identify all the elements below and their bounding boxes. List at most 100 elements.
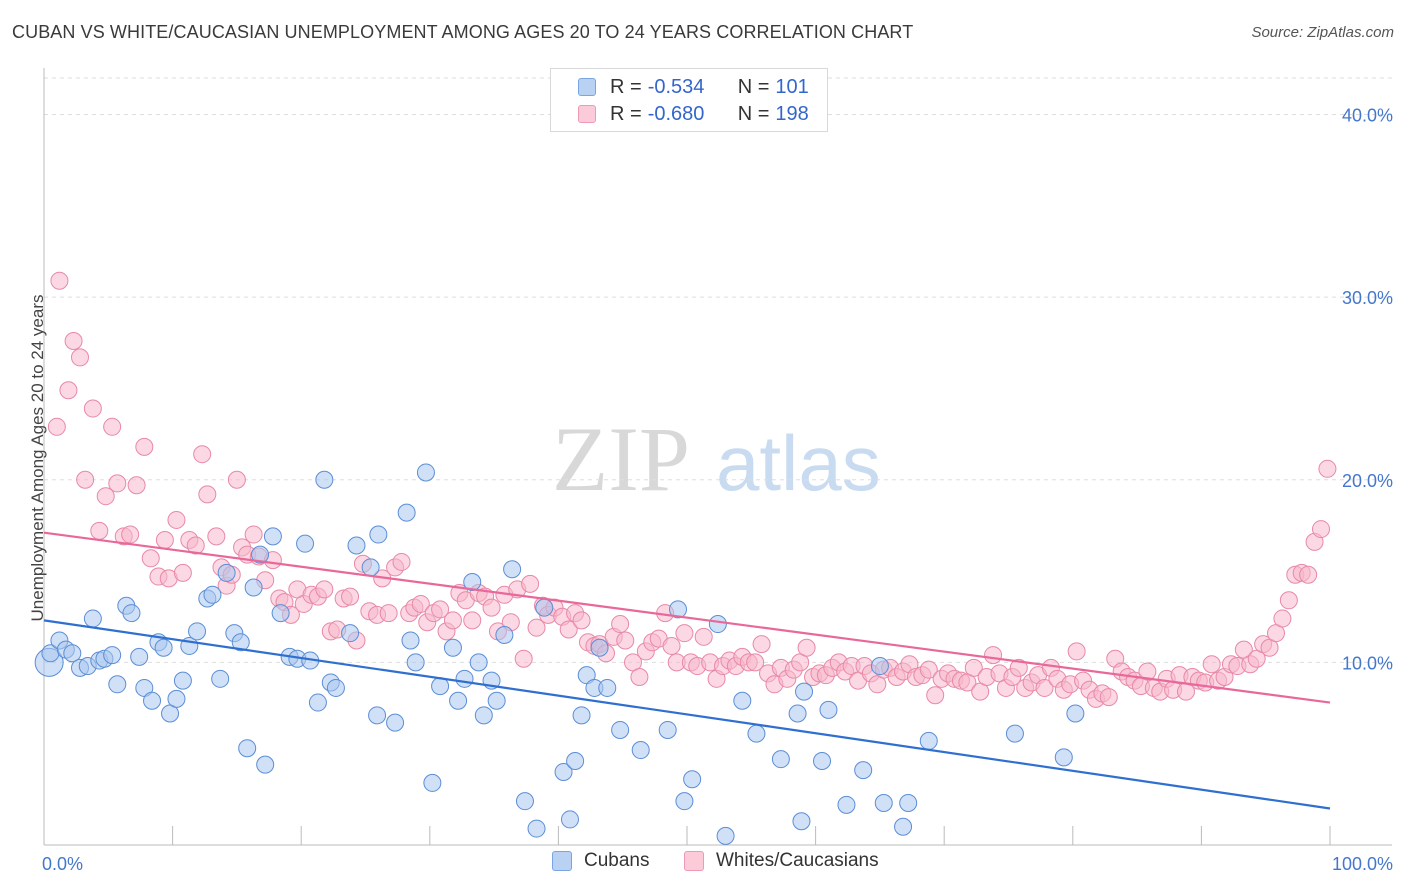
whites-point	[76, 470, 95, 489]
whites-point	[752, 635, 771, 654]
whites-point	[198, 485, 217, 504]
cubans-point	[315, 470, 334, 489]
cubans-point	[837, 795, 856, 814]
whites-point	[1009, 658, 1028, 677]
whites-point	[411, 594, 430, 613]
cubans-point	[167, 689, 186, 708]
whites-point	[919, 660, 938, 679]
cubans-point	[347, 536, 366, 555]
cubans-point	[870, 657, 889, 676]
whites-point	[96, 487, 115, 506]
whites-point	[155, 531, 174, 550]
whites-point	[1202, 655, 1221, 674]
cubans-point	[271, 604, 290, 623]
cubans-point	[598, 678, 617, 697]
cubans-point	[560, 810, 579, 829]
whites-point	[90, 521, 109, 540]
whites-point	[315, 580, 334, 599]
cubans-point	[527, 819, 546, 838]
cubans-point	[368, 706, 387, 725]
watermark: ZIP atlas	[552, 408, 881, 510]
whites-point	[1279, 591, 1298, 610]
whites-swatch	[578, 105, 596, 123]
cubans-point	[341, 624, 360, 643]
whites-point	[616, 631, 635, 650]
cubans-point	[813, 751, 832, 770]
cubans-point	[771, 750, 790, 769]
whites-point	[1318, 459, 1337, 478]
cubans-point	[487, 691, 506, 710]
chart-title: CUBAN VS WHITE/CAUCASIAN UNEMPLOYMENT AM…	[12, 22, 914, 42]
cubans-point	[83, 609, 102, 628]
legend-r-label: R =	[610, 102, 642, 125]
cubans-trend-line	[43, 619, 1331, 810]
cubans-point	[251, 545, 270, 564]
whites-point	[1067, 642, 1086, 661]
x-tick-label-max: 100.0%	[1332, 854, 1393, 874]
whites-point	[527, 618, 546, 637]
cubans-point	[386, 713, 405, 732]
cubans-point	[143, 691, 162, 710]
cubans-point	[154, 638, 173, 657]
y-tick-labels: 10.0% 20.0% 30.0% 40.0%	[1342, 106, 1393, 674]
cubans-point	[108, 675, 127, 694]
trend-lines	[43, 531, 1331, 810]
cubans-point	[296, 534, 315, 553]
cubans-point	[401, 631, 420, 650]
cubans-point	[423, 773, 442, 792]
cubans-point	[63, 644, 82, 663]
whites-point	[379, 604, 398, 623]
cubans-point	[566, 751, 585, 770]
cubans-point	[231, 633, 250, 652]
legend-r-value: -0.680	[647, 102, 705, 125]
whites-point	[746, 653, 765, 672]
cubans-point	[894, 817, 913, 836]
cubans-point	[263, 527, 282, 546]
whites-point	[47, 417, 66, 436]
whites-point	[227, 470, 246, 489]
whites-point	[71, 348, 90, 367]
whites-point	[514, 649, 533, 668]
whites-point	[675, 624, 694, 643]
cubans-point	[792, 812, 811, 831]
whites-point	[207, 527, 226, 546]
cubans-point	[535, 598, 554, 617]
cubans-swatch	[578, 78, 596, 96]
cubans-point	[474, 706, 493, 725]
whites-point	[572, 611, 591, 630]
cubans-point	[854, 761, 873, 780]
whites-point	[108, 474, 127, 493]
cubans-point	[449, 691, 468, 710]
whites-point	[1299, 565, 1318, 584]
whites-point	[1099, 688, 1118, 707]
cubans-point	[244, 578, 263, 597]
whites-point	[341, 587, 360, 606]
whites-point	[244, 525, 263, 544]
gridlines	[44, 77, 1392, 663]
cubans-point	[716, 826, 735, 845]
whites-point	[431, 600, 450, 619]
cubans-point	[188, 622, 207, 641]
cubans-swatch	[552, 851, 572, 871]
whites-point	[984, 646, 1003, 665]
whites-point	[964, 658, 983, 677]
cubans-point	[503, 560, 522, 579]
cubans-point	[708, 615, 727, 634]
cubans-point	[238, 739, 257, 758]
cubans-point	[326, 678, 345, 697]
legend-item-cubans: Cubans	[552, 850, 650, 872]
cubans-point	[1066, 704, 1085, 723]
whites-point	[127, 476, 146, 495]
cubans-point	[515, 792, 534, 811]
cubans-point	[675, 792, 694, 811]
chart-source: Source: ZipAtlas.com	[1251, 24, 1394, 41]
watermark-atlas: atlas	[716, 419, 881, 507]
cubans-point	[308, 693, 327, 712]
cubans-point	[455, 669, 474, 688]
whites-point	[662, 636, 681, 655]
cubans-point	[554, 762, 573, 781]
cubans-point	[611, 720, 630, 739]
whites-point	[1138, 662, 1157, 681]
cubans-point	[173, 671, 192, 690]
whites-point	[392, 552, 411, 571]
